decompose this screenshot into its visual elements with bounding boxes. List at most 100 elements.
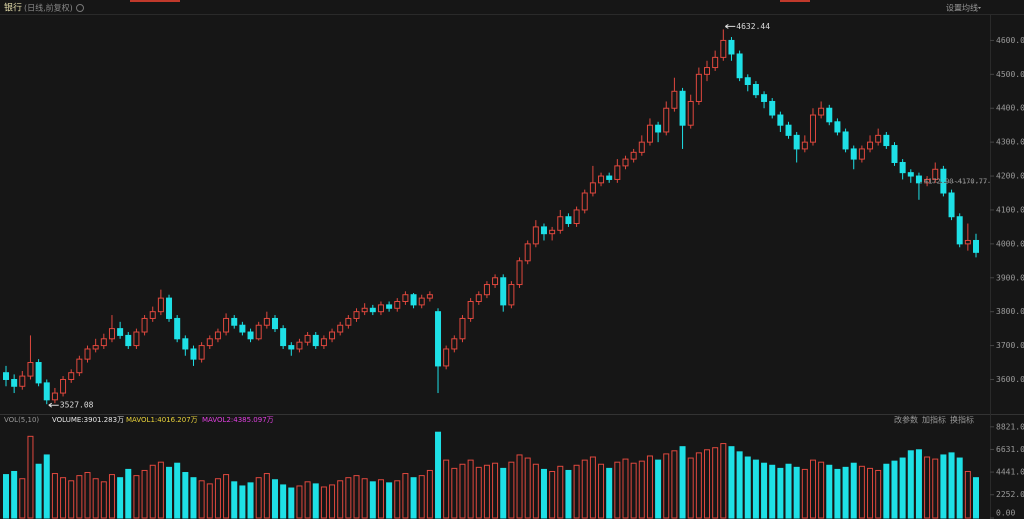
y-tick-label: 4500.00 [996, 70, 1024, 79]
settings-button[interactable]: 设置均线 [946, 3, 978, 13]
candle-body [875, 134, 882, 143]
candle-body [198, 345, 205, 360]
y-tick-label: 4000.00 [996, 239, 1024, 248]
candle-body [288, 345, 295, 350]
candle-body [353, 311, 360, 319]
candle-body [174, 317, 181, 340]
volume-bar [51, 473, 58, 519]
candle-body [394, 301, 401, 309]
volume-bar [720, 443, 727, 519]
candle-body [573, 209, 580, 225]
volume-bar [125, 468, 132, 519]
volume-bar [573, 464, 580, 519]
volume-bar [386, 482, 393, 519]
volume-bar [809, 459, 816, 519]
y-tick-label: 0.00 [996, 509, 1015, 518]
candle-body [475, 294, 482, 303]
volume-bar [508, 461, 515, 519]
candle-body [451, 338, 458, 350]
volume-bar [606, 467, 613, 519]
candle-body [19, 375, 26, 387]
volume-bar [361, 478, 368, 519]
candle-body [850, 148, 857, 160]
volume-bar [483, 464, 490, 519]
volume-bar [11, 470, 18, 519]
vol-indicator: VOL(5,10) [4, 416, 39, 424]
volume-bar [377, 479, 384, 519]
candle-body [646, 124, 653, 143]
candle-body [924, 178, 931, 184]
volume-bar [239, 485, 246, 519]
volume-bar [712, 447, 719, 519]
candle-body [27, 362, 34, 377]
volume-bar [704, 449, 711, 519]
candle-body [687, 100, 694, 126]
candle-body [834, 121, 841, 133]
volume-bar [500, 467, 507, 519]
y-tick-label: 4600.00 [996, 36, 1024, 45]
candle-body [271, 317, 278, 330]
volume-bar [43, 454, 50, 519]
candle-body [606, 175, 613, 180]
candle-body [435, 311, 442, 367]
volume-bar [280, 484, 287, 519]
candle-body [206, 338, 213, 347]
volume-bar [451, 467, 458, 519]
dropdown-arrow [978, 7, 981, 9]
candle-body [402, 294, 409, 303]
volume-bar [467, 459, 474, 519]
volume-label: VOLUME:3901.283万 [52, 416, 124, 424]
candle-body [443, 348, 450, 367]
annotation: 4172.90-4170.77 [924, 177, 987, 185]
volume-bar [842, 466, 849, 519]
volume-bar [907, 450, 914, 519]
panel-button[interactable]: 换指标 [950, 415, 974, 425]
annotation: 3527.08 [60, 401, 94, 410]
volume-bar [3, 474, 9, 519]
volume-bar [655, 459, 662, 519]
candle-body [899, 161, 906, 174]
volume-bar [777, 467, 784, 519]
volume-bar [532, 463, 539, 519]
panel-button[interactable]: 加指标 [922, 415, 946, 425]
volume-bar [263, 473, 270, 519]
volume-bar [231, 481, 238, 519]
volume-bar [948, 452, 955, 519]
candle-body [516, 260, 523, 286]
candle-body [149, 311, 156, 319]
volume-bar [736, 451, 743, 519]
volume-bar [924, 456, 931, 519]
volume-bar [190, 477, 197, 519]
volume-bar [141, 469, 148, 519]
candle-body [35, 362, 42, 384]
volume-bar [695, 452, 702, 519]
settings-icon[interactable] [76, 4, 84, 12]
candle-body [68, 372, 75, 380]
volume-bar [435, 431, 442, 519]
volume-bar [345, 477, 352, 519]
volume-bar [329, 484, 336, 519]
candle-body [76, 358, 83, 374]
chart-subtitle: (日线,前复权) [24, 3, 73, 13]
volume-bar [761, 462, 768, 519]
volume-bar [581, 459, 588, 519]
volume-bar [818, 461, 825, 519]
volume-bar [149, 464, 156, 519]
candle-body [736, 53, 743, 79]
panel-button[interactable]: 改参数 [894, 415, 918, 425]
candle-body [337, 324, 344, 333]
volume-bar [875, 469, 882, 519]
volume-bar [801, 468, 808, 519]
candle-body [377, 304, 384, 313]
candle-body [247, 331, 254, 340]
candle-body [720, 39, 727, 58]
candle-body [973, 239, 979, 253]
candle-body [793, 134, 800, 150]
volume-bar [337, 480, 344, 519]
candle-body [695, 73, 702, 102]
y-tick-label: 4441.00 [996, 468, 1024, 477]
volume-bar [622, 458, 629, 519]
candle-body [320, 338, 327, 347]
volume-bar [296, 485, 303, 519]
